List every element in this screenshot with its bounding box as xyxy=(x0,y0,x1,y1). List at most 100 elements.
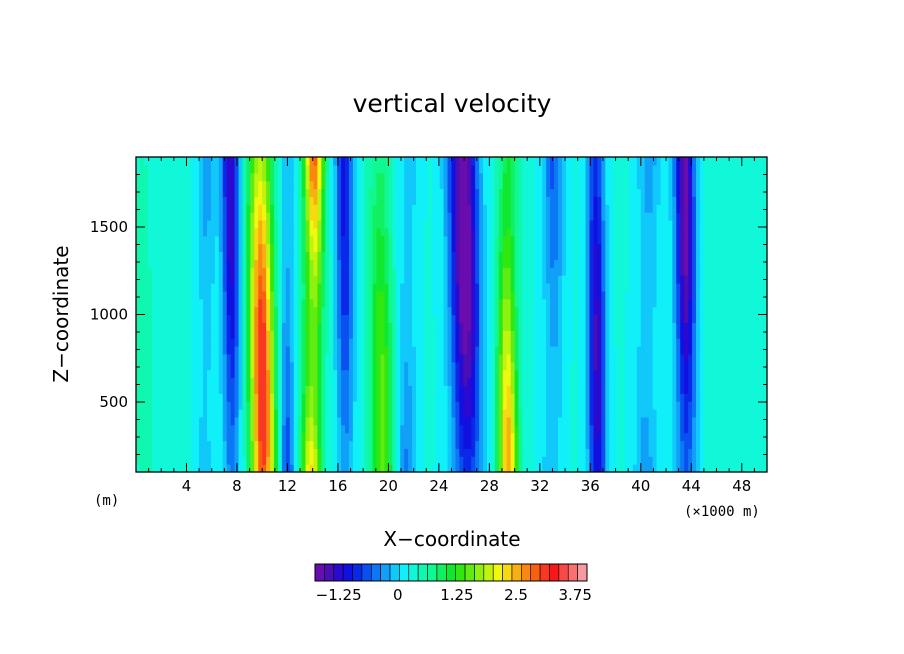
heatmap-cell xyxy=(317,188,322,197)
heatmap-cell xyxy=(348,330,354,339)
heatmap-cell xyxy=(510,306,516,316)
heatmap-cell xyxy=(305,290,311,300)
heatmap-cell xyxy=(546,369,551,379)
heatmap-cell xyxy=(368,259,374,268)
heatmap-cell xyxy=(274,235,279,245)
heatmap-cell xyxy=(396,212,401,221)
heatmap-cell xyxy=(345,338,350,347)
heatmap-cell xyxy=(589,416,595,426)
heatmap-cell xyxy=(597,346,602,355)
heatmap-cell xyxy=(577,361,583,371)
heatmap-cell xyxy=(486,393,492,402)
heatmap-cell xyxy=(451,243,457,253)
heatmap-cell xyxy=(281,456,287,465)
heatmap-cell xyxy=(400,353,405,363)
heatmap-cell xyxy=(439,251,445,260)
heatmap-cell xyxy=(380,196,386,205)
heatmap-cell xyxy=(360,424,366,434)
heatmap-cell xyxy=(435,212,441,221)
heatmap-cell xyxy=(542,259,547,268)
heatmap-cell xyxy=(526,314,531,323)
heatmap-cell xyxy=(526,204,531,213)
heatmap-cell xyxy=(518,330,524,339)
heatmap-cell xyxy=(203,416,208,426)
heatmap-cell xyxy=(242,456,248,465)
heatmap-cell xyxy=(597,243,602,253)
heatmap-cell xyxy=(593,432,599,442)
heatmap-cell xyxy=(593,393,599,402)
heatmap-cell xyxy=(404,164,409,174)
heatmap-cell xyxy=(581,157,587,166)
heatmap-cell xyxy=(305,306,311,316)
heatmap-cell xyxy=(625,456,630,465)
heatmap-cell xyxy=(435,401,441,410)
heatmap-cell xyxy=(234,330,240,339)
heatmap-cell xyxy=(242,290,248,300)
heatmap-cell xyxy=(321,353,326,363)
heatmap-cell xyxy=(254,464,259,472)
heatmap-cell xyxy=(356,243,362,253)
heatmap-cell xyxy=(412,338,417,347)
heatmap-cell xyxy=(427,361,433,371)
heatmap-cell xyxy=(384,212,389,221)
heatmap-cell xyxy=(317,306,322,316)
heatmap-cell xyxy=(270,393,275,402)
heatmap-cell xyxy=(451,393,457,402)
heatmap-cell xyxy=(352,164,358,174)
heatmap-cell xyxy=(262,353,267,363)
heatmap-cell xyxy=(333,456,338,465)
heatmap-cell xyxy=(151,267,157,276)
heatmap-cell xyxy=(565,314,571,323)
heatmap-cell xyxy=(443,314,449,323)
heatmap-cell xyxy=(179,385,184,394)
heatmap-cell xyxy=(258,259,263,268)
heatmap-cell xyxy=(455,290,460,300)
heatmap-cell xyxy=(305,251,311,260)
heatmap-cell xyxy=(321,393,326,402)
heatmap-cell xyxy=(214,164,220,174)
heatmap-cell xyxy=(360,196,366,205)
heatmap-cell xyxy=(467,464,472,472)
heatmap-cell xyxy=(297,306,303,316)
heatmap-cell xyxy=(502,353,508,363)
heatmap-cell xyxy=(274,298,279,308)
heatmap-cell xyxy=(317,235,322,245)
heatmap-cell xyxy=(274,385,279,394)
heatmap-cell xyxy=(412,377,417,386)
heatmap-cell xyxy=(416,369,421,379)
heatmap-cell xyxy=(356,409,362,418)
heatmap-cell xyxy=(621,290,626,300)
heatmap-cell xyxy=(285,353,291,363)
heatmap-cell xyxy=(277,251,283,260)
heatmap-cell xyxy=(258,235,263,245)
heatmap-cell xyxy=(210,275,216,284)
heatmap-cell xyxy=(455,346,460,355)
heatmap-cell xyxy=(364,330,370,339)
heatmap-cell xyxy=(463,290,468,300)
heatmap-cell xyxy=(408,416,413,426)
heatmap-cell xyxy=(597,338,602,347)
heatmap-cell xyxy=(195,456,200,465)
heatmap-cell xyxy=(573,290,579,300)
heatmap-cell xyxy=(435,322,441,331)
heatmap-cell xyxy=(538,393,543,402)
heatmap-cell xyxy=(348,377,354,386)
heatmap-cell xyxy=(404,180,409,190)
heatmap-cell xyxy=(348,275,354,284)
heatmap-cell xyxy=(475,227,480,237)
heatmap-cell xyxy=(392,464,397,472)
heatmap-cell xyxy=(274,283,279,292)
heatmap-cell xyxy=(143,227,149,237)
heatmap-cell xyxy=(313,235,319,245)
heatmap-cell xyxy=(147,353,153,363)
heatmap-cell xyxy=(297,275,303,284)
heatmap-cell xyxy=(297,220,303,229)
heatmap-cell xyxy=(337,440,342,449)
heatmap-cell xyxy=(329,306,334,316)
heatmap-cell xyxy=(203,377,208,386)
heatmap-cell xyxy=(368,196,374,205)
heatmap-cell xyxy=(210,164,216,174)
heatmap-cell xyxy=(230,432,236,442)
heatmap-cell xyxy=(376,227,382,237)
heatmap-cell xyxy=(550,385,555,394)
